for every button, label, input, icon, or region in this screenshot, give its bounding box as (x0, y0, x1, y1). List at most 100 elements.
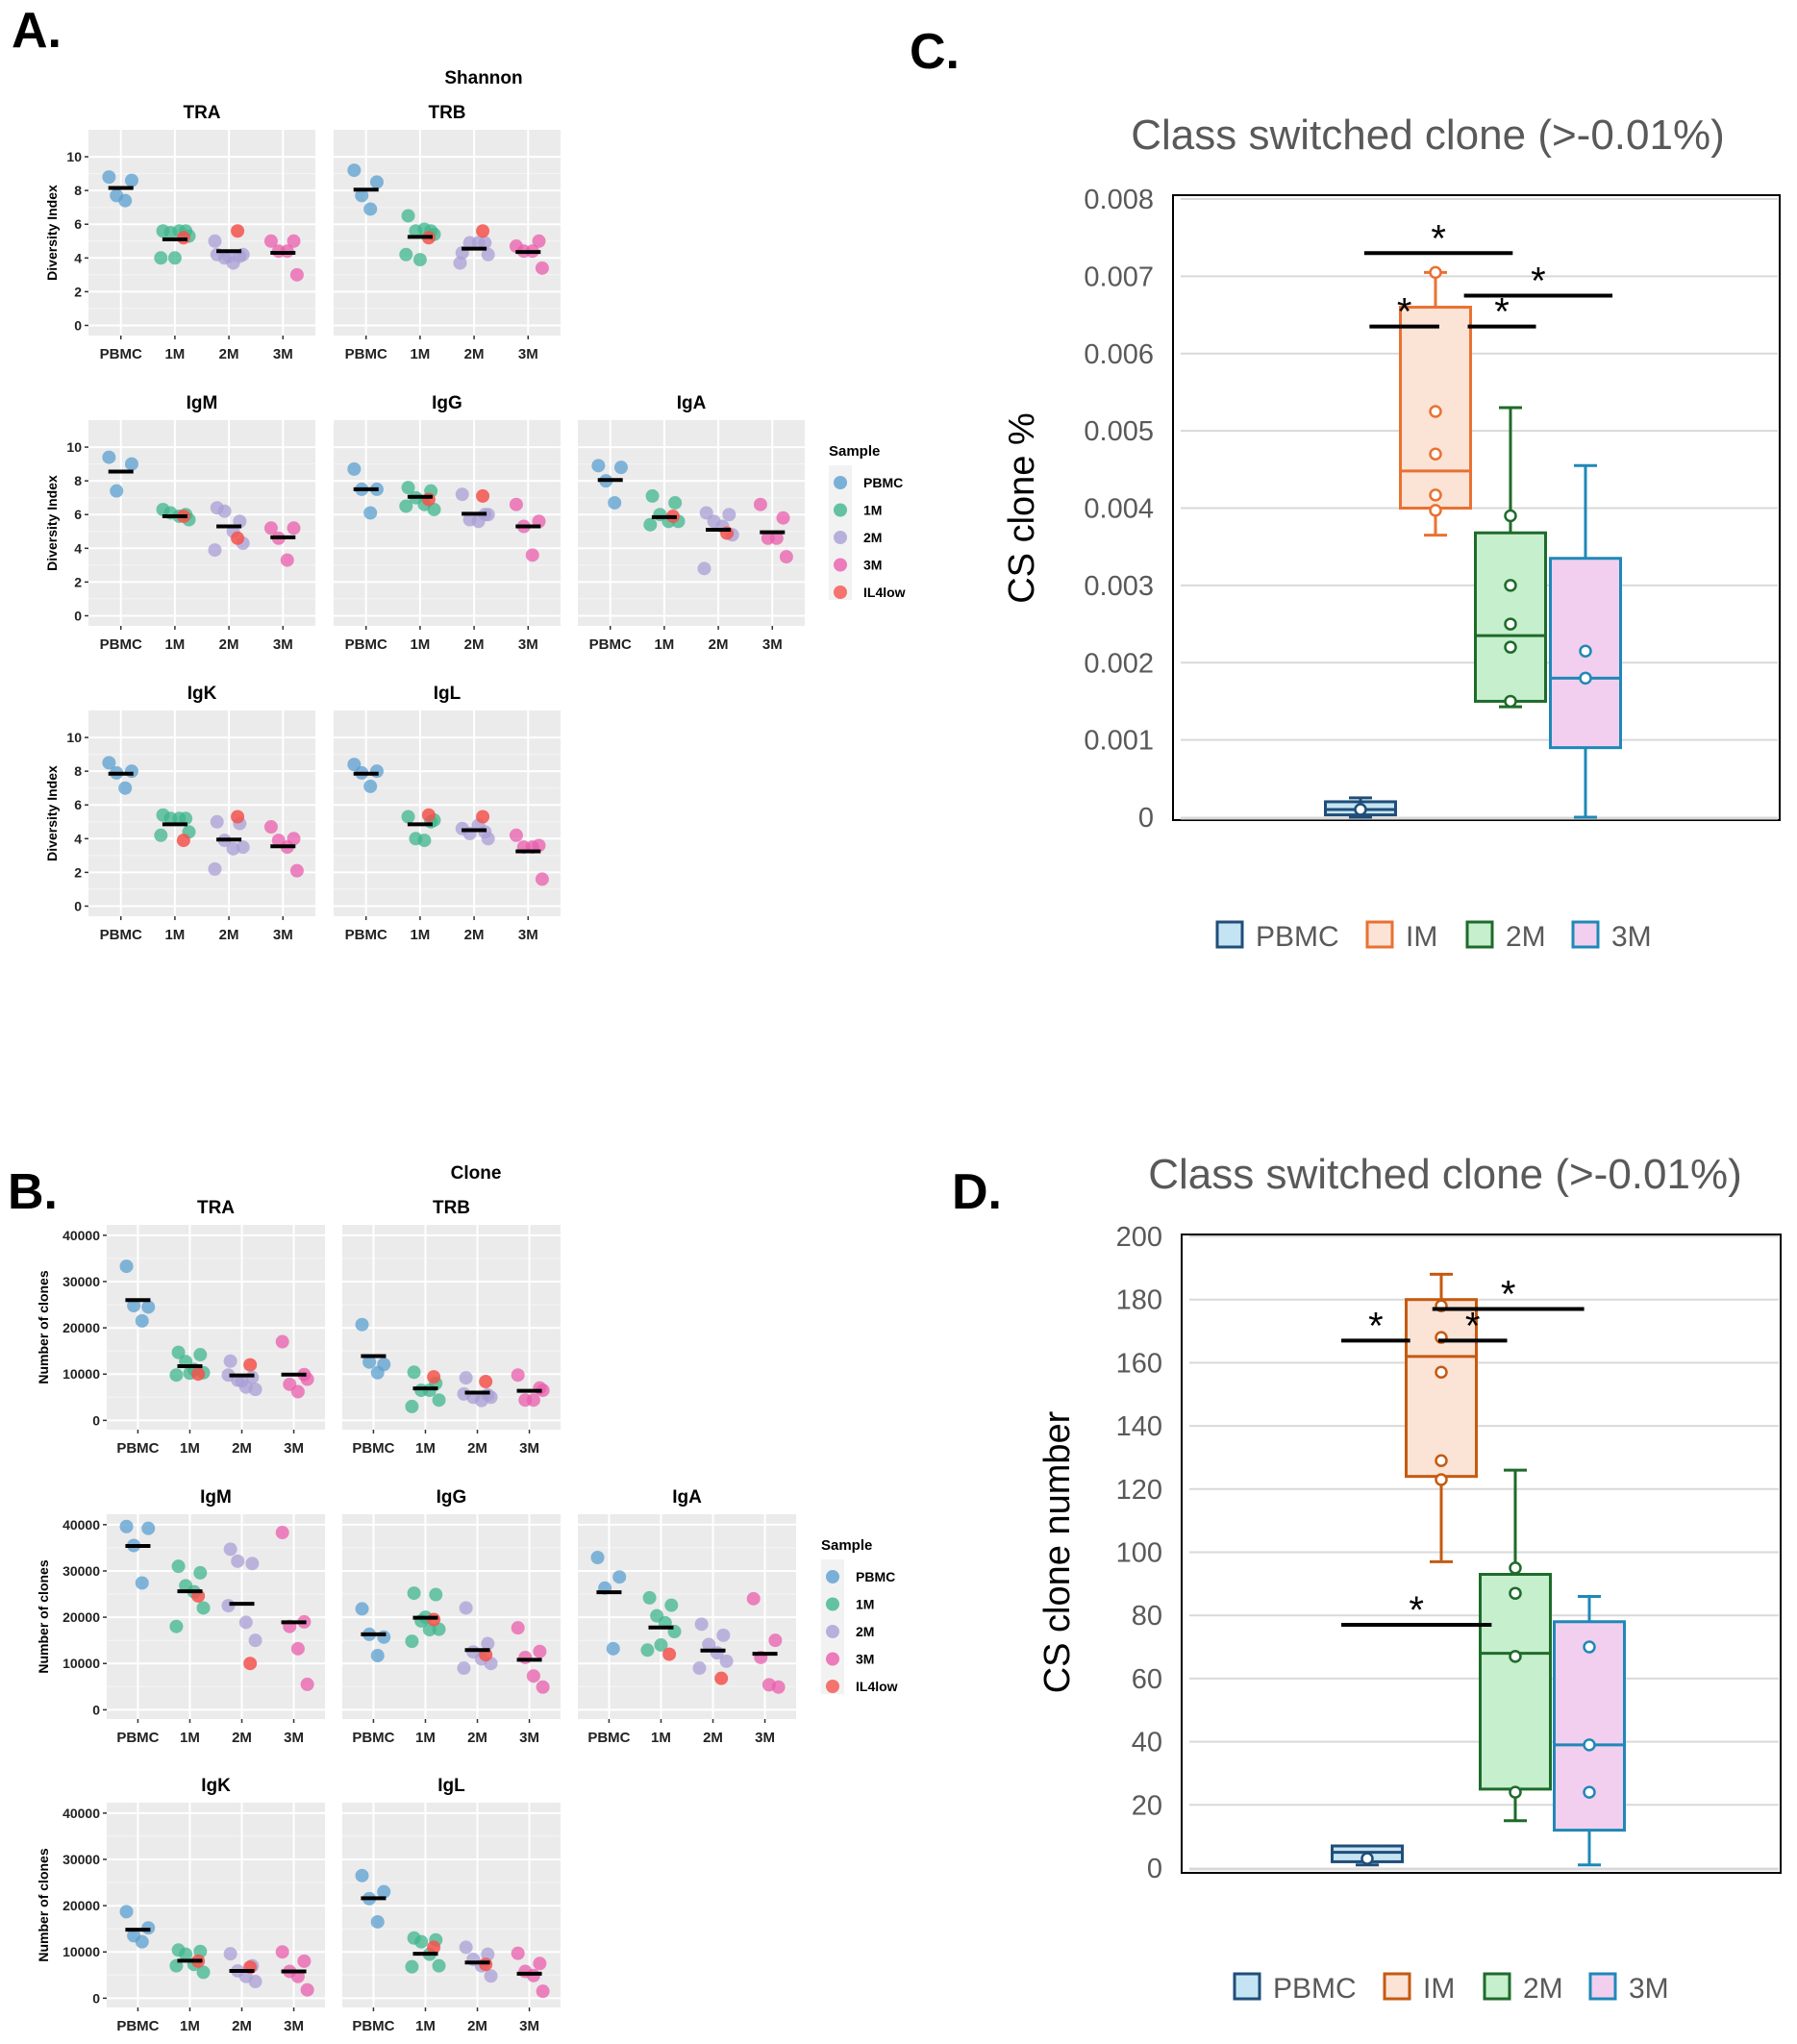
facet-title: IgG (432, 393, 462, 413)
data-point (1429, 265, 1442, 280)
x-tick-label: 3M (762, 636, 783, 653)
data-point (1583, 1785, 1596, 1799)
data-point-3m (533, 1957, 547, 1971)
data-point-pbmc (135, 1313, 149, 1328)
data-point-1m (664, 1598, 679, 1612)
x-tick-label: 2M (232, 1730, 252, 1746)
box-iqr (1405, 1298, 1478, 1479)
x-tick-label: 1M (415, 2018, 436, 2034)
facet-igl: IgL PBMC 1M 2M 3M (342, 1776, 561, 2034)
data-point-1m (405, 1399, 419, 1413)
data-point-pbmc (102, 450, 116, 464)
y-tick-label: 2 (74, 284, 82, 299)
data-point-2m (223, 1354, 237, 1368)
data-point-3m (297, 1954, 312, 1968)
legend-label: IL4low (863, 585, 906, 600)
data-point-1m (193, 1565, 208, 1580)
data-point-1m (427, 502, 441, 516)
legend-label: 2M (863, 530, 882, 545)
legend-label: PBMC (1273, 1973, 1357, 2005)
data-point-2m (208, 543, 222, 558)
x-tick-label: PBMC (116, 1440, 159, 1457)
data-point-1m (407, 1365, 421, 1380)
data-point-pbmc (119, 1259, 134, 1274)
x-tick-label: 2M (232, 1440, 252, 1457)
data-point-2m (471, 514, 486, 529)
facet-tra: TRA PBMC 1M 2M 3M 0 10000 20000 30000 40000 Number… (36, 1198, 325, 1457)
data-point-pbmc (355, 188, 369, 203)
data-point-2m (457, 1661, 471, 1676)
data-point-3m (511, 1621, 525, 1635)
facet-title: IgL (434, 684, 462, 704)
x-tick-label: 3M (284, 1730, 304, 1746)
x-tick-label: 2M (464, 927, 485, 943)
legend-swatch-3m (1571, 920, 1600, 949)
data-point-il4low (479, 1374, 493, 1388)
data-point-1m (169, 1619, 184, 1633)
x-tick-label: PBMC (100, 346, 142, 362)
data-point-pbmc (127, 1298, 141, 1312)
data-point-pbmc (135, 1934, 149, 1949)
data-point-1m (643, 517, 658, 532)
y-tick-label: 180 (1116, 1285, 1162, 1316)
x-tick-label: 1M (410, 636, 430, 653)
y-axis-label: CS clone % (1002, 412, 1042, 604)
x-tick-label: 1M (164, 346, 185, 362)
data-point-1m (171, 1559, 186, 1574)
data-point-pbmc (363, 202, 378, 216)
x-tick-label: PBMC (587, 1730, 630, 1746)
data-point-3m (768, 1633, 783, 1648)
data-point-il4low (421, 492, 436, 507)
data-point-3m (526, 1393, 540, 1408)
data-point-il4low (243, 1657, 258, 1671)
data-point-3m (535, 872, 549, 886)
data-point-3m (533, 1644, 547, 1658)
legend-label: PBMC (856, 1569, 895, 1584)
y-tick-label: 0 (1138, 803, 1154, 834)
data-point-3m (263, 521, 278, 536)
x-tick-label: 3M (284, 2018, 304, 2034)
data-point-pbmc (591, 459, 606, 473)
significance-star: * (1368, 1305, 1384, 1347)
x-tick-label: 3M (519, 1730, 539, 1746)
data-point-il4low (427, 1370, 441, 1384)
facet-chart-b: Clone TRA PBMC 1M 2M 3M 0 10000 20000 30000 40000 N… (36, 1163, 898, 2034)
x-tick-label: 2M (219, 927, 239, 943)
x-tick-label: 3M (273, 636, 293, 653)
data-point (1579, 644, 1592, 658)
data-point-il4low (421, 808, 436, 822)
x-tick-label: 2M (219, 636, 239, 653)
x-tick-label: 1M (180, 1730, 200, 1746)
legend-label: IM (1406, 921, 1437, 953)
data-point (1504, 509, 1517, 523)
x-tick-label: 3M (519, 1440, 539, 1457)
box-im (1399, 265, 1472, 537)
data-point-2m (459, 1940, 473, 1955)
x-tick-label: 1M (164, 636, 185, 653)
y-tick-label: 0 (92, 1990, 100, 2006)
data-point-2m (722, 508, 736, 522)
significance-star: * (1431, 217, 1446, 260)
panel-label-d: D. (952, 1164, 1002, 1220)
data-point-il4low (662, 1647, 677, 1661)
x-tick-label: 2M (467, 1440, 487, 1457)
y-tick-label: 0.004 (1084, 494, 1154, 525)
data-point-pbmc (124, 173, 138, 187)
data-point-3m (300, 1677, 314, 1691)
legend-label: 1M (856, 1597, 874, 1612)
data-point (1579, 671, 1592, 685)
data-point-2m (481, 1947, 495, 1961)
data-point-2m (471, 236, 486, 250)
legend-label: PBMC (863, 475, 903, 490)
data-point-3m (275, 1334, 289, 1349)
x-tick-label: PBMC (589, 636, 632, 653)
data-point (1435, 1454, 1448, 1467)
legend-swatch-im (1383, 1972, 1411, 2001)
significance-star: * (1409, 1589, 1424, 1632)
facet-title: IgM (200, 1487, 232, 1508)
data-point-1m (640, 1643, 655, 1658)
data-point-pbmc (369, 175, 384, 189)
data-point-1m (401, 209, 415, 223)
y-tick-label: 100 (1116, 1538, 1162, 1569)
x-tick-label: 1M (410, 346, 430, 362)
